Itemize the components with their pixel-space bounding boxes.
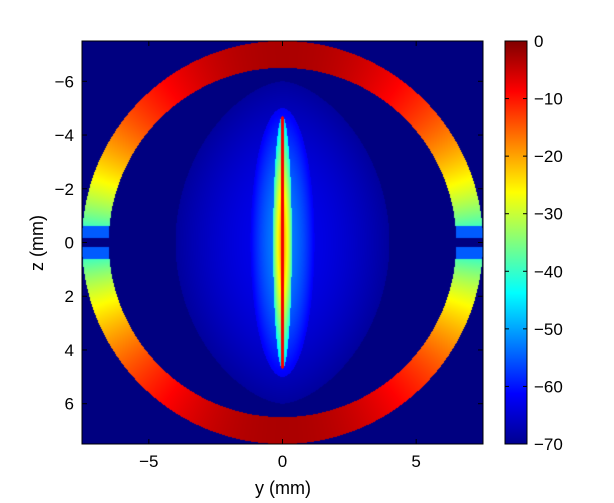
colorbar-tick-label: 0 [534, 32, 543, 51]
colorbar-tick-label: −60 [534, 377, 563, 396]
colorbar-ticks: 0 −10 −20 −30 −40 −50 −60 −70 [505, 32, 563, 454]
y-tick-label: −2 [55, 180, 74, 199]
y-tick-label: 6 [65, 395, 74, 414]
colorbar-gradient [505, 41, 527, 444]
y-axis-label: z (mm) [27, 215, 47, 271]
colorbar: 0 −10 −20 −30 −40 −50 −60 −70 [504, 32, 563, 454]
colorbar-tick-label: −10 [534, 90, 563, 109]
x-tick-label: 5 [411, 452, 420, 471]
colorbar-tick-label: −70 [534, 435, 563, 454]
x-tick-label: 0 [278, 452, 287, 471]
x-axis-ticks: −5 0 5 [139, 41, 421, 471]
plot-area [81, 40, 484, 445]
colorbar-frame [504, 40, 528, 445]
y-tick-label: 0 [65, 234, 74, 253]
colorbar-tick-label: −50 [534, 320, 563, 339]
y-tick-label: 4 [65, 341, 74, 360]
colorbar-tick-label: −20 [534, 147, 563, 166]
colorbar-tick-label: −30 [534, 205, 563, 224]
y-tick-label: −4 [55, 126, 74, 145]
heatmap-image [82, 41, 483, 444]
x-tick-label: −5 [139, 452, 158, 471]
y-axis-ticks: −6 −4 −2 0 2 4 6 [55, 72, 483, 414]
y-tick-label: 2 [65, 287, 74, 306]
y-tick-label: −6 [55, 72, 74, 91]
x-axis-label: y (mm) [255, 478, 311, 498]
colorbar-tick-label: −40 [534, 262, 563, 281]
